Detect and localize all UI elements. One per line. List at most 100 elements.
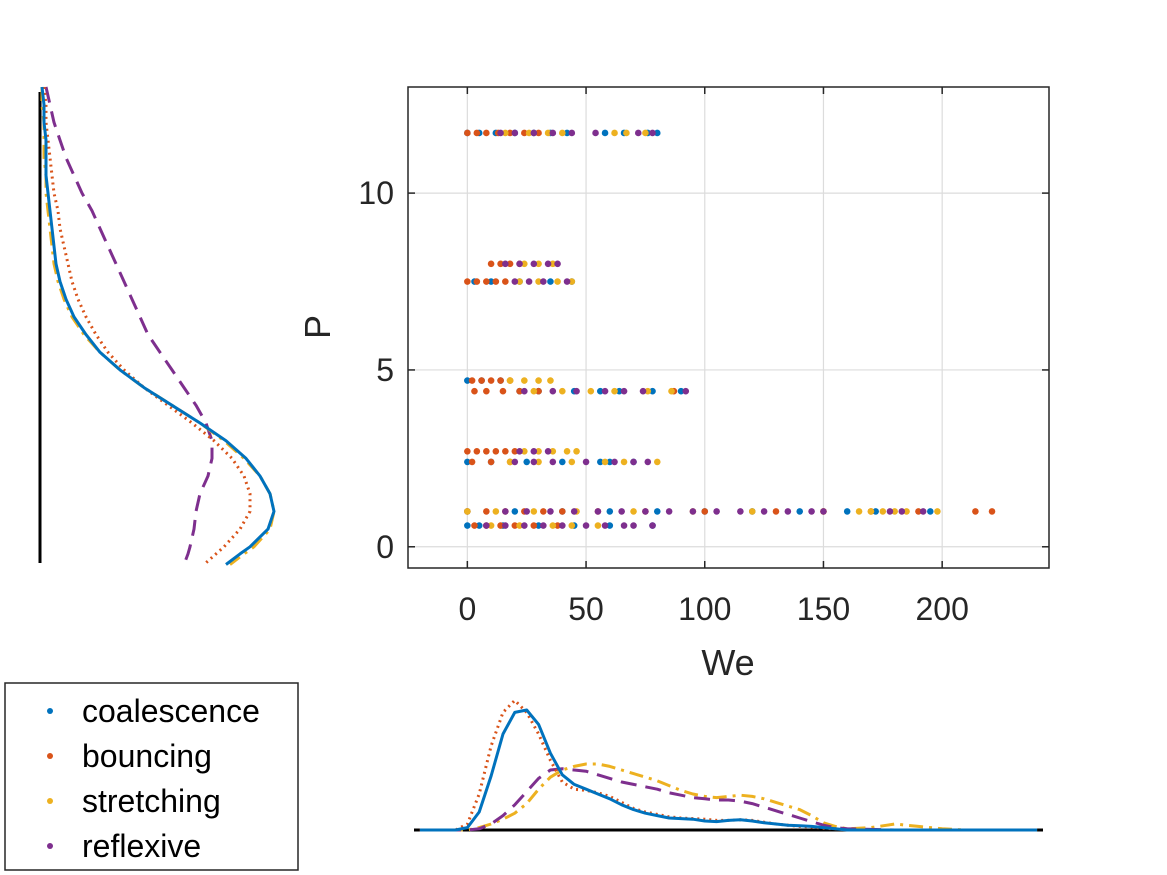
coalescence-point [677,387,685,395]
reflexive-point [530,260,538,268]
reflexive-point [760,508,768,515]
scatter-points [464,129,996,529]
reflexive-point [523,508,531,515]
reflexive-point [582,522,590,529]
stretching-point [549,522,557,529]
bouncing-point [478,377,485,384]
stretching-point [464,508,471,515]
coalescence-point [563,129,571,137]
coalescence-point [511,508,519,515]
reflexive-point [919,508,927,515]
bouncing-point [473,278,481,285]
reflexive-point [530,458,538,466]
reflexive-point [639,387,647,395]
stretching-point [535,447,542,455]
stretching-point [611,387,618,395]
stretching-point [516,278,523,285]
stretching-point [668,387,675,395]
stretching-point [587,387,595,395]
bouncing-point [915,508,922,515]
legend-label-stretching: stretching [82,783,221,819]
reflexive-point [549,387,557,395]
reflexive-point [682,387,690,395]
x-axis-label: We [701,642,754,683]
series-coalescence [464,129,934,529]
coalescence-point [606,522,614,529]
y-tick-label: 5 [376,352,394,388]
bouncing-point [559,508,566,515]
stretching-point [644,387,652,395]
stretching-point [568,522,576,529]
coalescence-point [606,458,614,466]
stretching-point [521,377,528,384]
legend-box [4,682,299,871]
stretching-point [535,458,542,466]
bouncing-point [521,129,528,137]
bouncing-point [502,447,509,455]
bouncing-point [471,387,478,395]
x-tick-label: 200 [915,591,968,627]
p-density-stretching [40,87,276,566]
stretching-point [535,377,542,384]
reflexive-point [570,508,578,515]
reflexive-point [502,522,509,529]
legend-item-stretching: stretching [47,783,221,819]
reflexive-point [540,278,547,285]
reflexive-point [516,447,523,455]
stretching-point [525,129,533,137]
legend-label-coalescence: coalescence [82,693,260,729]
bouncing-point [988,508,996,515]
stretching-point [748,508,756,515]
reflexive-point [563,278,571,285]
stretching-point [547,377,554,384]
stretching-point [521,447,528,455]
coalescence-point [535,522,542,529]
reflexive-point [511,278,519,285]
coalescence-point [649,387,656,395]
bouncing-point [535,387,542,395]
bouncing-point [487,377,495,384]
stretching-point [620,458,628,466]
reflexive-point [611,458,618,466]
coalescence-point [872,508,879,515]
y-axis-label: P [297,315,338,339]
reflexive-point [630,522,637,529]
reflexive-point [549,458,557,466]
legend-item-reflexive: reflexive [47,828,201,864]
legend-marker-reflexive [47,843,53,849]
bouncing-point [492,278,500,285]
bouncing-point [483,278,490,285]
bouncing-point [554,522,561,529]
bouncing-point [487,260,495,268]
coalescence-point [547,278,554,285]
bouncing-point [483,129,490,137]
coalescence-point [559,458,566,466]
stretching-point [563,447,571,455]
bouncing-point [497,522,504,529]
legend: coalescence bouncing stretching reflexiv… [4,682,299,871]
bouncing-point [473,129,481,137]
reflexive-point [530,447,538,455]
reflexive-point [620,522,628,529]
reflexive-point [573,387,580,395]
reflexive-point [549,129,557,137]
p-density-bouncing [42,86,252,566]
stretching-point [506,458,514,466]
p-density-coalescence [40,86,276,566]
reflexive-point [620,387,628,395]
bouncing-point [701,508,709,515]
stretching-point [544,129,552,137]
reflexive-point [737,508,744,515]
reflexive-point [886,508,894,515]
bouncing-point [492,447,500,455]
bouncing-point [972,508,979,515]
reflexive-point [601,387,609,395]
stretching-point [535,260,542,268]
coalescence-point [523,458,531,466]
reflexive-point [601,522,609,529]
bouncing-point [511,522,519,529]
reflexive-point [649,522,656,529]
coalescence-point [606,508,614,515]
coalescence-point [464,522,471,529]
